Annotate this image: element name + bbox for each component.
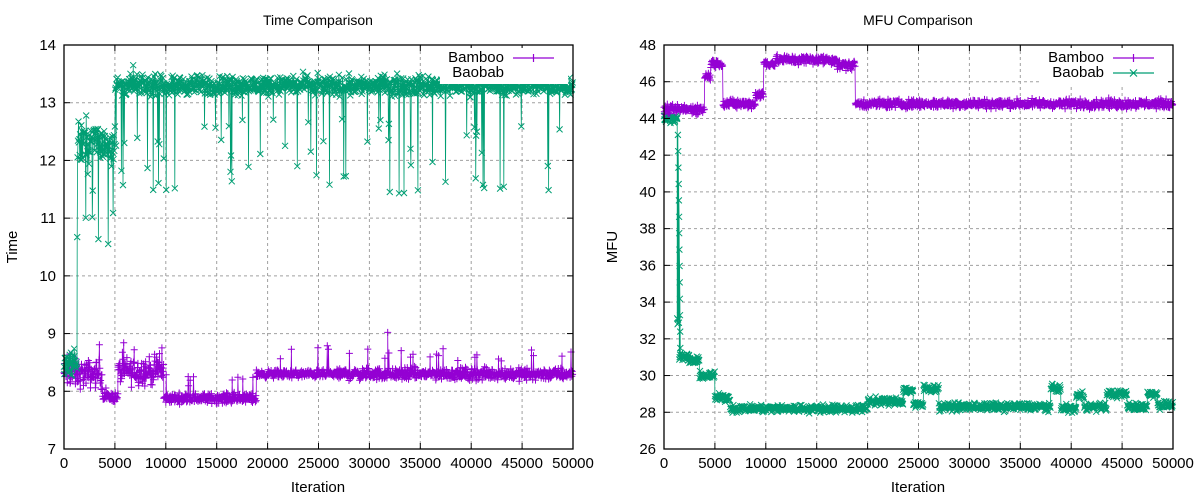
y-tick-label: 10: [39, 268, 56, 285]
x-tick-label: 30000: [949, 455, 991, 472]
y-tick-label: 32: [639, 331, 656, 348]
time-chart: Time Comparison 0 5000 10000 15000 20000 2500…: [4, 12, 594, 496]
x-tick-label: 15000: [796, 455, 838, 472]
mfu-chart: MFU Comparison 0 5000 10000 15000 20000 25000…: [604, 12, 1194, 496]
y-axis-label: Time: [4, 231, 21, 264]
x-tick-label: 35000: [999, 455, 1041, 472]
y-tick-label: 36: [639, 257, 656, 274]
y-tick-label: 30: [639, 368, 656, 385]
x-tick-label: 45000: [1101, 455, 1143, 472]
y-tick-label: 7: [48, 441, 56, 458]
legend: Bamboo Baobab: [1040, 48, 1168, 84]
y-tick-label: 9: [48, 326, 56, 343]
grid: [664, 45, 1173, 449]
x-tick-label: 20000: [247, 455, 289, 472]
y-tick-label: 11: [40, 210, 56, 227]
x-tick-label: 10000: [745, 455, 787, 472]
y-tick-label: 34: [639, 294, 656, 311]
x-tick-label: 25000: [298, 455, 340, 472]
y-tick-label: 48: [639, 37, 656, 54]
series-baobab: [60, 61, 576, 380]
legend-label-baobab: Baobab: [452, 64, 504, 81]
x-axis-label: Iteration: [291, 479, 345, 496]
data-layer: [60, 61, 577, 408]
legend-label-bamboo: Bamboo: [1048, 49, 1104, 66]
x-tick-label: 5000: [98, 455, 131, 472]
y-tick-label: 26: [639, 441, 656, 458]
grid: [64, 45, 573, 449]
x-tick-label: 25000: [898, 455, 940, 472]
x-axis-label: Iteration: [891, 479, 945, 496]
legend-background: [440, 48, 568, 84]
x-tick-label: 35000: [399, 455, 441, 472]
x-tick-label: 20000: [847, 455, 889, 472]
x-tick-label: 40000: [1050, 455, 1092, 472]
chart-title: Time Comparison: [263, 12, 373, 28]
y-tick-label: 12: [39, 152, 56, 169]
legend: Bamboo Baobab: [440, 48, 568, 84]
y-axis-label: MFU: [604, 231, 621, 264]
legend-background: [1040, 48, 1168, 84]
legend-label-bamboo: Bamboo: [448, 49, 504, 66]
ticks: 0 5000 10000 15000 20000 25000 30000 35000 40000…: [39, 37, 594, 472]
x-tick-label: 50000: [552, 455, 594, 472]
x-tick-label: 0: [60, 455, 68, 472]
y-tick-label: 14: [39, 37, 56, 54]
x-tick-label: 40000: [450, 455, 492, 472]
x-tick-label: 15000: [196, 455, 238, 472]
x-tick-label: 30000: [349, 455, 391, 472]
x-tick-label: 50000: [1152, 455, 1194, 472]
y-tick-label: 42: [639, 147, 656, 164]
y-tick-label: 8: [48, 383, 56, 400]
legend-marker-baobab: [1129, 69, 1138, 77]
x-tick-label: 5000: [698, 455, 731, 472]
chart-title: MFU Comparison: [863, 12, 973, 28]
legend-label-baobab: Baobab: [1052, 64, 1104, 81]
y-tick-label: 38: [639, 221, 656, 238]
y-tick-label: 28: [639, 404, 656, 421]
y-tick-label: 44: [639, 110, 656, 127]
y-tick-label: 40: [639, 184, 656, 201]
y-tick-label: 46: [639, 74, 656, 91]
ticks: 0 5000 10000 15000 20000 25000 30000 35000 40000…: [639, 37, 1194, 472]
x-tick-label: 45000: [501, 455, 543, 472]
x-tick-label: 0: [660, 455, 668, 472]
x-tick-label: 10000: [145, 455, 187, 472]
y-tick-label: 13: [39, 95, 56, 112]
